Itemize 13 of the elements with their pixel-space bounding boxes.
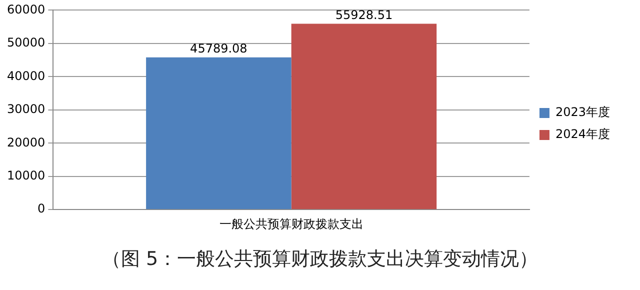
y-tick-label: 60000 — [6, 2, 46, 16]
y-tick-label: 0 — [38, 202, 46, 216]
legend-label: 2024年度 — [555, 127, 610, 142]
y-tick-label: 50000 — [6, 36, 46, 50]
y-tick-label: 40000 — [6, 68, 46, 83]
legend-label: 2023年度 — [555, 105, 610, 120]
y-tick-label: 30000 — [6, 102, 46, 116]
y-tick-label: 10000 — [6, 168, 46, 182]
data-label: 55928.51 — [335, 8, 393, 22]
text: （图 5：一般公共预算财政拨款支出决算变动情况） — [100, 247, 540, 272]
x-tick-label: 一般公共预算财政拨款支出 — [219, 216, 364, 231]
data-label: 45789.08 — [190, 42, 248, 56]
y-tick-label: 20000 — [6, 135, 46, 150]
